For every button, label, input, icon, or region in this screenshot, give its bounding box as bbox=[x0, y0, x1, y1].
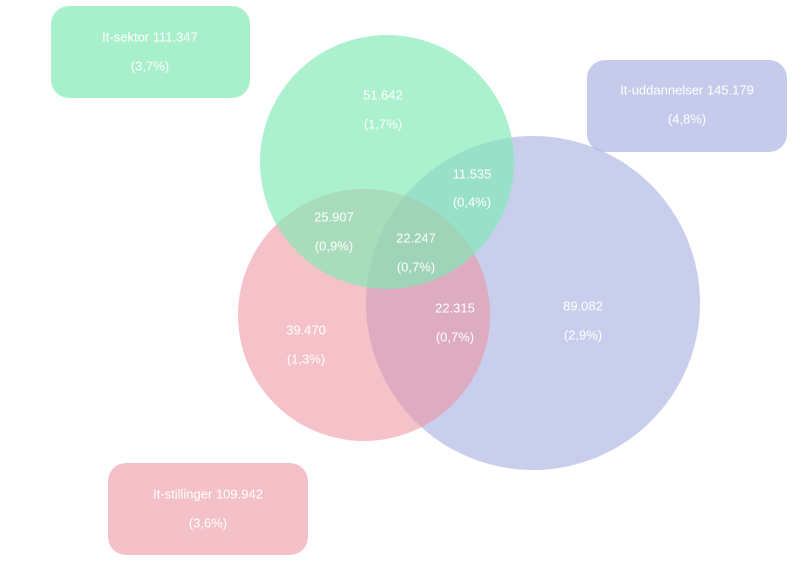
set-percent: (4,8%) bbox=[668, 111, 706, 126]
region-value: 25.907 bbox=[314, 209, 354, 224]
set-box bbox=[108, 463, 308, 555]
region-value: 51.642 bbox=[363, 87, 403, 102]
region-percent: (1,7%) bbox=[364, 116, 402, 131]
region-percent: (0,7%) bbox=[436, 329, 474, 344]
region-percent: (2,9%) bbox=[564, 327, 602, 342]
set-label: It-stillinger 109.942 bbox=[153, 486, 263, 501]
region-value: 39.470 bbox=[286, 322, 326, 337]
set-circle bbox=[260, 35, 514, 289]
region-value: 22.315 bbox=[435, 300, 475, 315]
set-percent: (3,6%) bbox=[189, 515, 227, 530]
set-label: It-sektor 111.347 bbox=[102, 29, 198, 44]
region-percent: (0,9%) bbox=[315, 238, 353, 253]
set-percent: (3,7%) bbox=[131, 58, 169, 73]
set-label: It-uddannelser 145.179 bbox=[620, 82, 754, 97]
region-value: 11.535 bbox=[453, 166, 492, 181]
region-percent: (1,3%) bbox=[287, 351, 325, 366]
region-percent: (0,4%) bbox=[453, 194, 491, 209]
set-box bbox=[587, 60, 787, 152]
region-percent: (0,7%) bbox=[397, 259, 435, 274]
set-box bbox=[51, 6, 250, 98]
region-value: 22.247 bbox=[396, 230, 436, 245]
region-value: 89.082 bbox=[563, 298, 603, 313]
